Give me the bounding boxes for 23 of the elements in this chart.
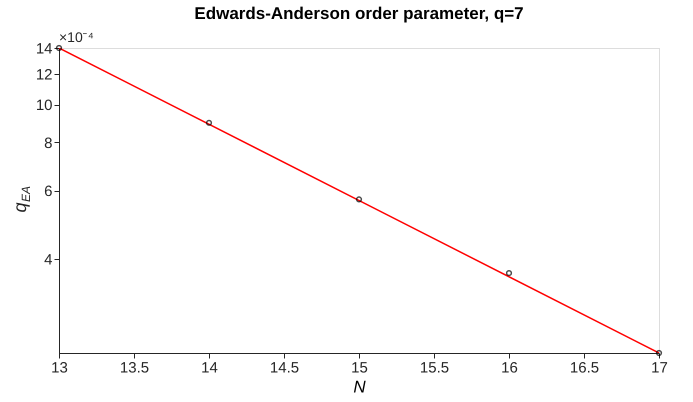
x-tick-label: 16.5 [570, 360, 600, 376]
y-tick-label: 12 [36, 66, 52, 84]
x-tick-label: 15 [351, 360, 368, 376]
point [656, 350, 662, 356]
y-tick-label: 6 [44, 183, 52, 200]
point [206, 120, 212, 126]
x-tick-label: 17 [651, 360, 668, 376]
x-tick-label: 14 [201, 360, 218, 376]
x-tick-label: 14.5 [270, 360, 300, 376]
chart-title: Edwards-Anderson order parameter, q=7 [194, 4, 524, 23]
text: ×10⁻⁴ [59, 29, 94, 45]
y-tick-label: 10 [36, 97, 52, 114]
point [506, 270, 512, 276]
y-tick-label: 4 [44, 252, 52, 269]
y-tick-label: 8 [44, 134, 52, 152]
x-axis-title: N [353, 378, 366, 396]
x-tick-label: 16 [501, 360, 518, 376]
x-tick-label: 13 [51, 360, 68, 376]
x-tick-label: 13.5 [120, 360, 150, 376]
x-tick-label: 15.5 [420, 360, 450, 376]
point [356, 196, 362, 202]
y-tick-label: 14 [36, 40, 52, 58]
y-axis-title: qEA [10, 186, 33, 212]
